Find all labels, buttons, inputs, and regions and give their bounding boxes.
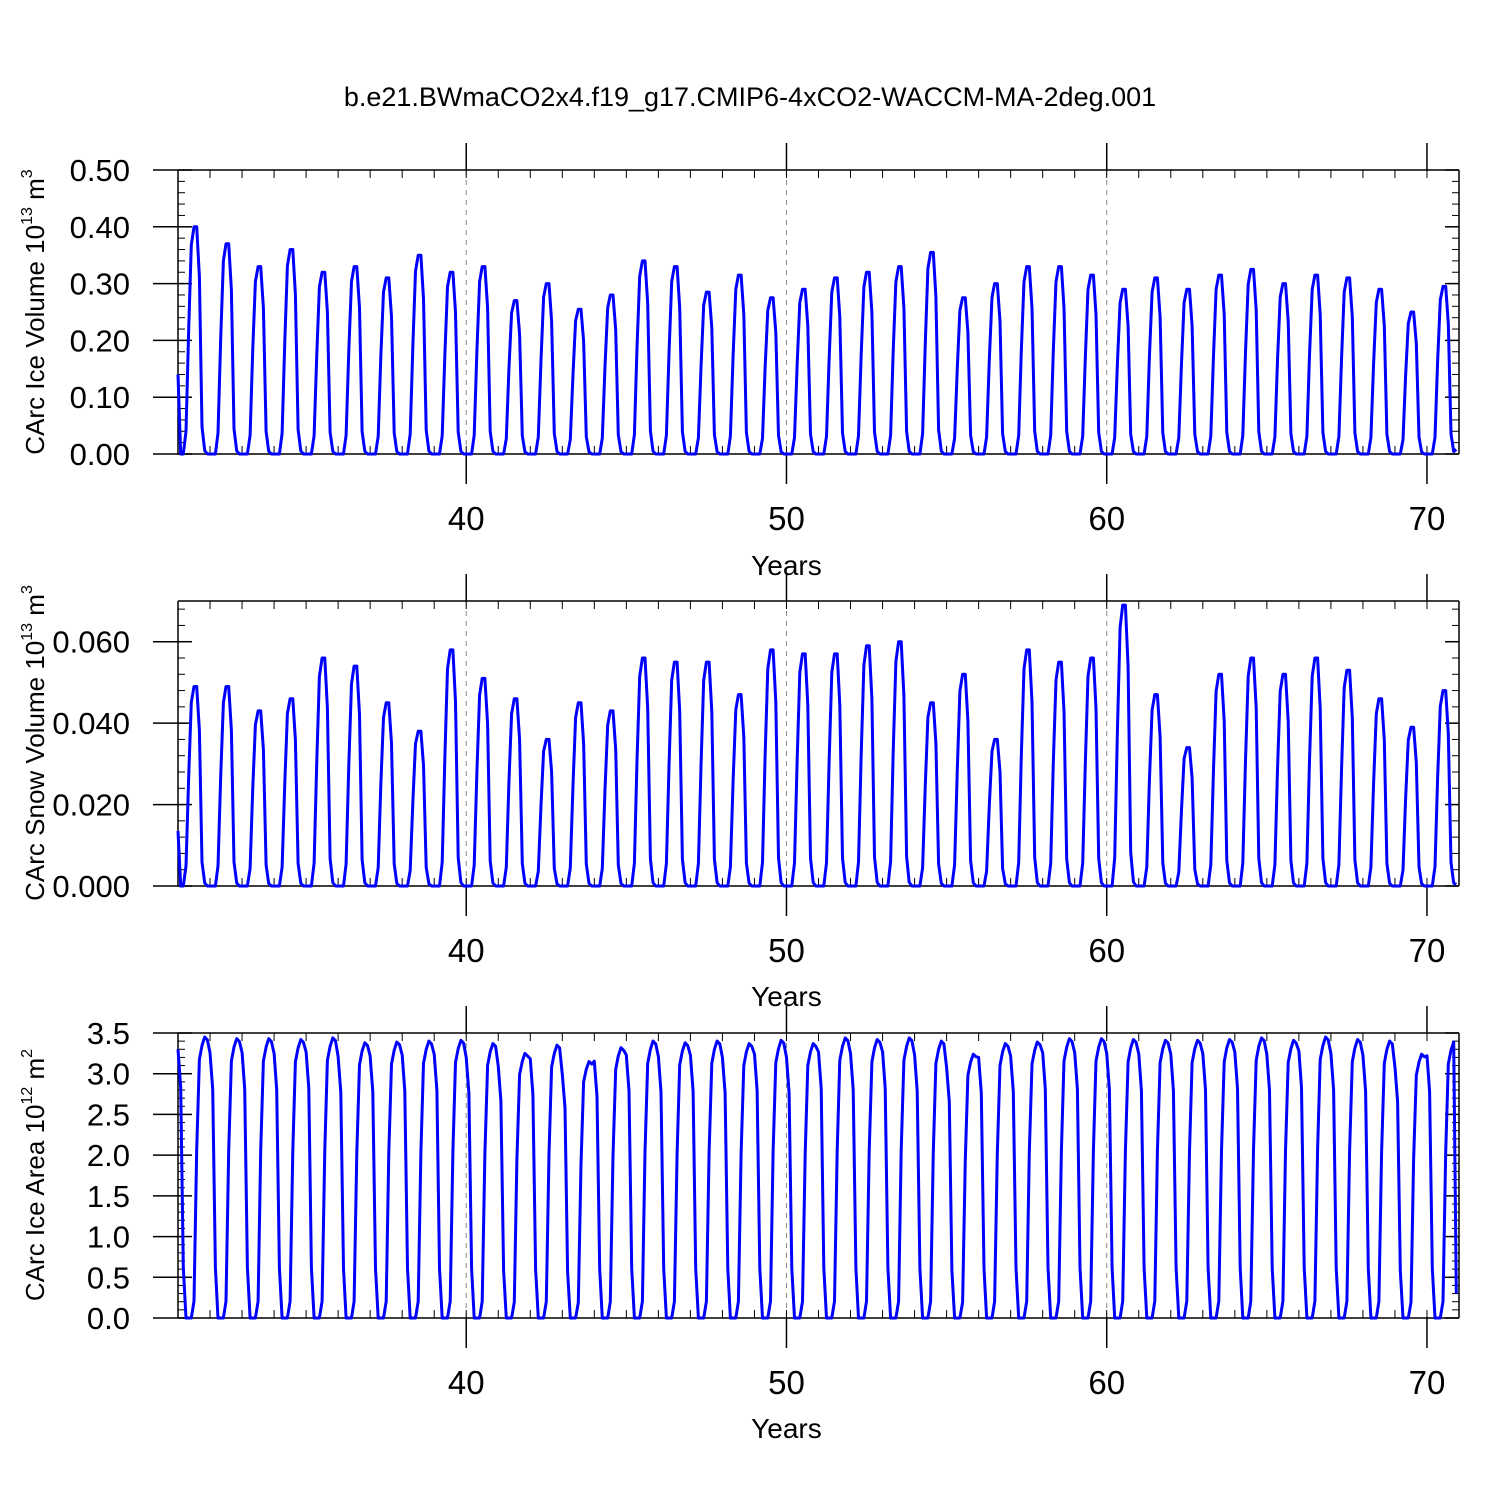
y-tick-label: 0.020: [52, 788, 130, 823]
y-tick-label: 0.10: [70, 380, 130, 415]
y-tick-label: 0.0: [87, 1301, 130, 1336]
y-axis-label: CArc Snow Volume 1013 m3: [19, 585, 50, 901]
y-tick-label: 0.40: [70, 210, 130, 245]
y-tick-label: 0.20: [70, 323, 130, 358]
data-series-line: [176, 225, 1458, 456]
y-tick-label: 0.30: [70, 267, 130, 302]
data-series-line: [176, 1035, 1458, 1320]
y-tick-label: 3.5: [87, 1016, 130, 1051]
x-tick-label: 70: [1409, 500, 1446, 537]
y-tick-label: 3.0: [87, 1057, 130, 1092]
data-series-line: [176, 603, 1457, 888]
ice-area-panel: 0.0 0.5 1.0 1.5 2.0 2.5 3.0 3.5 40 50 60 70 Years CAr…: [19, 1006, 1460, 1444]
y-tick-label: 0.000: [52, 869, 130, 904]
x-tick-label: 40: [448, 1364, 485, 1401]
y-axis-label: CArc Ice Volume 1013 m3: [19, 169, 50, 454]
y-tick-label: 0.060: [52, 625, 130, 660]
x-tick-label: 50: [768, 932, 805, 969]
x-tick-label: 70: [1409, 1364, 1446, 1401]
x-tick-label: 40: [448, 932, 485, 969]
y-tick-label: 0.5: [87, 1260, 130, 1295]
x-tick-label: 60: [1088, 500, 1125, 537]
y-tick-label: 0.50: [70, 153, 130, 188]
x-tick-label: 60: [1088, 1364, 1125, 1401]
y-tick-label: 2.5: [87, 1097, 130, 1132]
y-tick-label: 0.040: [52, 706, 130, 741]
x-axis-label: Years: [751, 1413, 822, 1444]
y-tick-label: 1.0: [87, 1220, 130, 1255]
y-tick-label: 1.5: [87, 1179, 130, 1214]
x-tick-label: 50: [768, 500, 805, 537]
y-axis-label: CArc Ice Area 1012 m2: [19, 1049, 50, 1301]
x-tick-label: 60: [1088, 932, 1125, 969]
x-tick-label: 70: [1409, 932, 1446, 969]
figure-title: b.e21.BWmaCO2x4.f19_g17.CMIP6-4xCO2-WACC…: [344, 82, 1156, 112]
x-tick-label: 40: [448, 500, 485, 537]
y-tick-label: 2.0: [87, 1138, 130, 1173]
x-tick-label: 50: [768, 1364, 805, 1401]
y-tick-label: 0.00: [70, 437, 130, 472]
